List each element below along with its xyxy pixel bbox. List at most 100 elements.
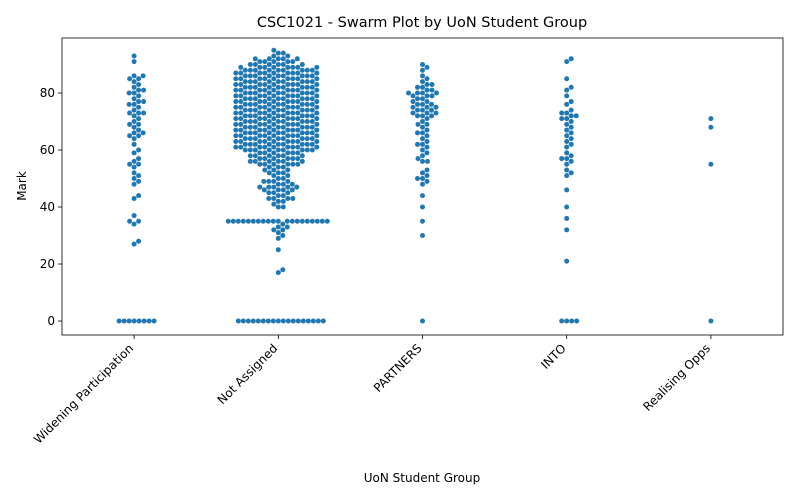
data-point bbox=[257, 138, 263, 144]
data-point bbox=[304, 136, 310, 142]
data-point bbox=[262, 161, 268, 167]
data-point bbox=[424, 104, 430, 110]
data-point bbox=[285, 121, 291, 127]
data-point bbox=[275, 181, 281, 187]
data-point bbox=[262, 81, 268, 87]
data-point bbox=[289, 187, 295, 193]
data-point bbox=[242, 90, 248, 96]
data-point bbox=[233, 116, 239, 122]
data-point bbox=[266, 184, 272, 190]
data-point bbox=[257, 161, 263, 167]
data-point bbox=[314, 127, 320, 133]
data-point bbox=[257, 81, 263, 87]
data-point bbox=[415, 90, 420, 96]
data-point bbox=[309, 218, 315, 224]
data-point bbox=[275, 141, 281, 147]
data-point bbox=[304, 147, 310, 153]
data-point bbox=[299, 62, 305, 68]
data-point bbox=[420, 158, 425, 164]
data-point bbox=[242, 141, 248, 147]
y-axis-label: Mark bbox=[15, 171, 29, 201]
data-point bbox=[271, 190, 277, 196]
data-point bbox=[285, 76, 291, 82]
data-point bbox=[289, 218, 295, 224]
data-point bbox=[304, 141, 310, 147]
data-point bbox=[266, 130, 272, 136]
data-point bbox=[242, 101, 248, 107]
data-point bbox=[280, 84, 286, 90]
data-point bbox=[262, 133, 268, 139]
data-point bbox=[568, 124, 574, 130]
data-point bbox=[304, 96, 310, 102]
data-point bbox=[285, 104, 291, 110]
data-point bbox=[314, 133, 320, 139]
data-point bbox=[424, 133, 430, 139]
data-point bbox=[564, 167, 570, 173]
data-point bbox=[424, 87, 430, 93]
data-point bbox=[568, 136, 574, 142]
data-point bbox=[242, 124, 248, 130]
data-point bbox=[420, 218, 425, 224]
data-point bbox=[290, 81, 296, 87]
data-point bbox=[266, 107, 272, 113]
data-point bbox=[127, 110, 133, 116]
data-point bbox=[131, 176, 137, 182]
data-point bbox=[310, 318, 316, 324]
data-point bbox=[280, 107, 286, 113]
data-point bbox=[131, 101, 137, 107]
data-point bbox=[252, 62, 258, 68]
data-point bbox=[424, 81, 430, 87]
data-point bbox=[304, 218, 310, 224]
data-point bbox=[280, 187, 286, 193]
x-axis-label: UoN Student Group bbox=[364, 471, 481, 485]
data-point bbox=[255, 318, 261, 324]
data-point bbox=[285, 161, 291, 167]
data-point bbox=[131, 195, 137, 201]
data-point bbox=[324, 218, 330, 224]
data-point bbox=[420, 101, 425, 107]
data-point bbox=[266, 178, 272, 184]
data-point bbox=[240, 218, 246, 224]
data-point bbox=[309, 101, 315, 107]
data-point bbox=[271, 144, 277, 150]
data-point bbox=[305, 318, 311, 324]
data-point bbox=[424, 144, 430, 150]
data-point bbox=[126, 318, 132, 324]
data-point bbox=[304, 124, 310, 130]
data-point bbox=[266, 124, 272, 130]
data-point bbox=[314, 99, 320, 105]
data-point bbox=[314, 87, 320, 93]
data-point bbox=[406, 90, 411, 96]
data-point bbox=[271, 104, 277, 110]
data-point bbox=[285, 190, 291, 196]
data-point bbox=[299, 101, 305, 107]
data-point bbox=[415, 156, 421, 162]
data-point bbox=[136, 218, 142, 224]
data-point bbox=[429, 81, 435, 87]
data-point bbox=[568, 130, 574, 136]
data-point bbox=[131, 141, 137, 147]
data-point bbox=[225, 218, 231, 224]
data-point bbox=[429, 113, 434, 119]
data-point bbox=[299, 136, 305, 142]
data-point bbox=[314, 218, 320, 224]
data-point bbox=[285, 116, 291, 122]
data-point bbox=[270, 318, 276, 324]
data-point bbox=[126, 90, 132, 96]
data-point bbox=[247, 141, 253, 147]
data-point bbox=[564, 87, 570, 93]
data-point bbox=[247, 96, 253, 102]
data-point bbox=[424, 64, 430, 70]
data-point bbox=[275, 113, 281, 119]
data-point bbox=[140, 130, 146, 136]
data-point bbox=[280, 318, 286, 324]
data-point bbox=[271, 81, 277, 87]
data-point bbox=[247, 62, 253, 68]
data-point bbox=[242, 73, 248, 79]
data-point bbox=[708, 161, 714, 167]
data-point bbox=[266, 147, 272, 153]
data-point bbox=[424, 110, 430, 116]
data-point bbox=[131, 221, 137, 227]
data-point bbox=[295, 87, 301, 93]
data-point bbox=[420, 96, 425, 102]
